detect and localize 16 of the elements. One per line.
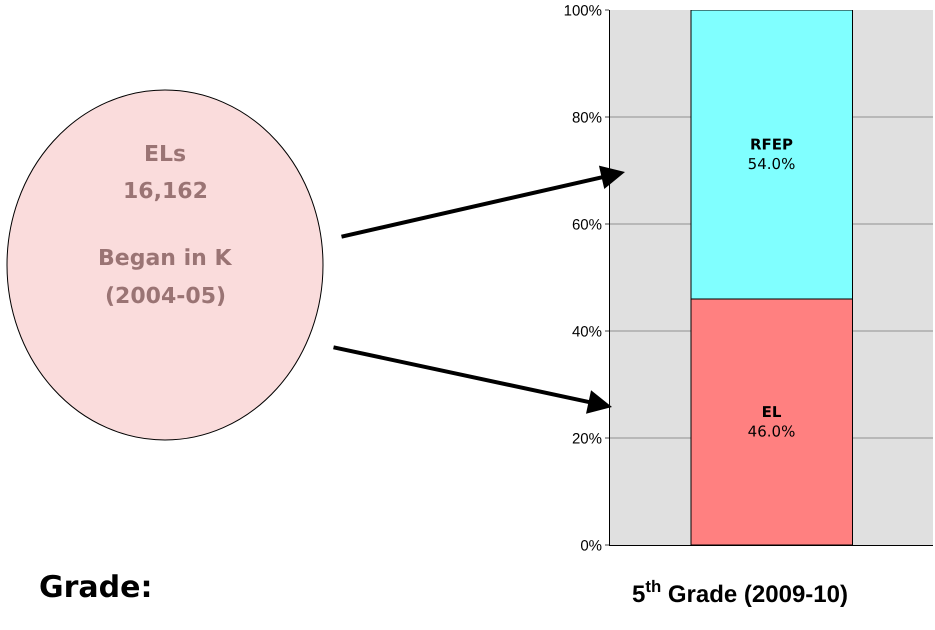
text: ELs bbox=[144, 142, 186, 167]
series-label: EL bbox=[762, 403, 782, 422]
y-tick-label: 40% bbox=[572, 323, 602, 340]
y-tick-label: 60% bbox=[572, 216, 602, 234]
y-tick-label: 100% bbox=[564, 2, 602, 20]
x-axis-title: 5$^{th}$ Grade (2009-10) bbox=[632, 577, 848, 608]
y-tick-label: 80% bbox=[572, 109, 602, 126]
data-label: 46.0% bbox=[748, 422, 796, 441]
data-label: 54.0% bbox=[748, 155, 796, 174]
y-tick-label: 20% bbox=[572, 430, 602, 448]
y-tick-label: 0% bbox=[580, 537, 602, 554]
series-label: RFEP bbox=[750, 136, 794, 154]
text: 16,162 bbox=[123, 179, 208, 204]
text: (2004-05) bbox=[105, 284, 226, 309]
text: Grade: bbox=[39, 570, 152, 605]
text: Began in K bbox=[98, 246, 232, 271]
